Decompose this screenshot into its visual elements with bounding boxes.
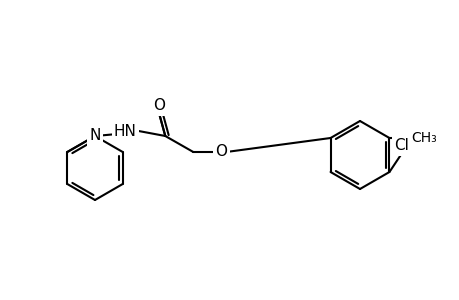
Text: O: O: [215, 145, 227, 160]
Text: O: O: [153, 98, 165, 113]
Text: N: N: [89, 128, 101, 143]
Text: HN: HN: [113, 124, 136, 140]
Text: Cl: Cl: [393, 139, 408, 154]
Text: CH₃: CH₃: [410, 131, 436, 145]
